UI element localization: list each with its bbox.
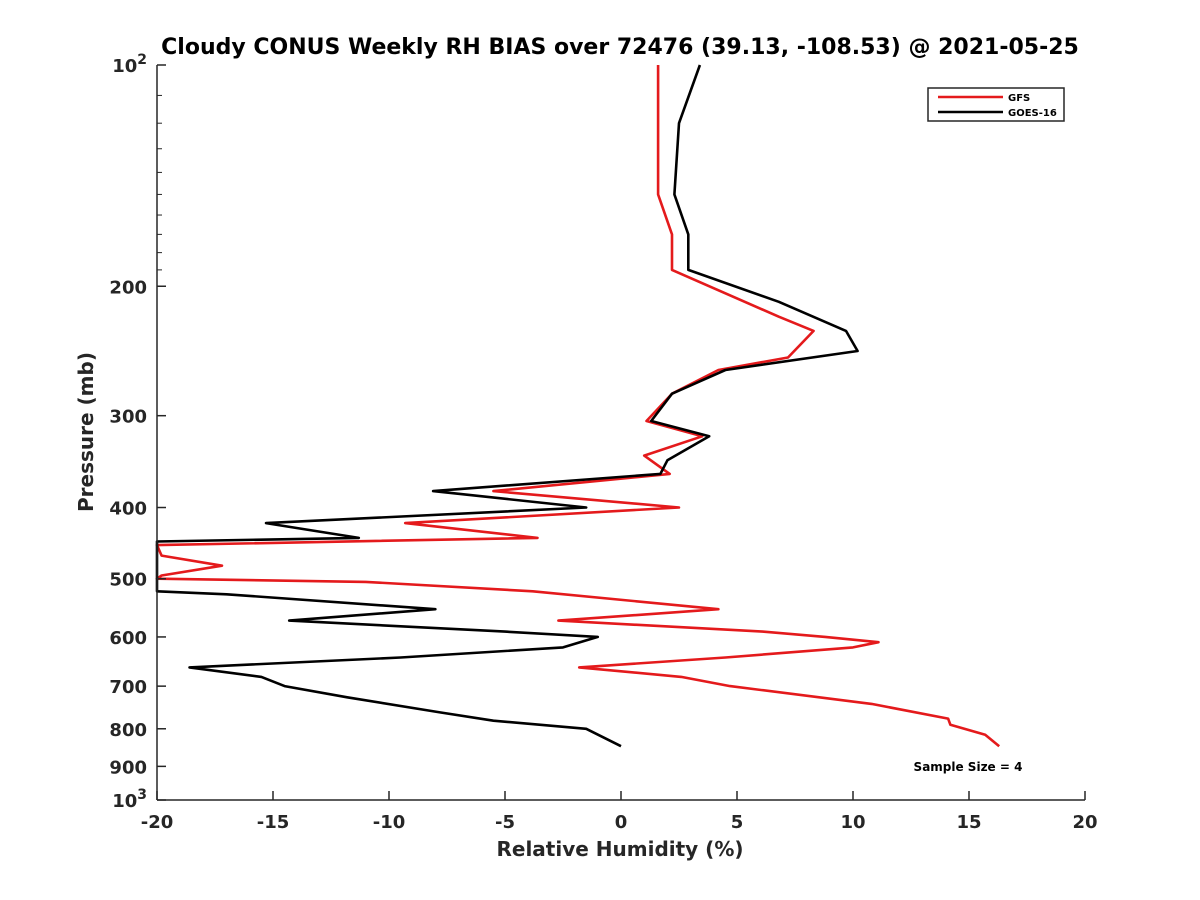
y-axis-label: Pressure (mb) <box>74 352 98 512</box>
x-axis-label: Relative Humidity (%) <box>496 837 743 861</box>
y-tick-label: 102 <box>112 52 147 77</box>
x-tick-label: 0 <box>615 812 628 833</box>
legend-label: GOES-16 <box>1008 108 1057 119</box>
y-tick-label: 200 <box>109 277 147 298</box>
chart-title: Cloudy CONUS Weekly RH BIAS over 72476 (… <box>161 35 1079 60</box>
x-tick-label: -15 <box>257 812 290 833</box>
y-tick-label: 400 <box>109 499 147 520</box>
y-tick-label: 900 <box>109 757 147 778</box>
x-axis: -20 -15 -10 -5 0 5 10 15 20 <box>141 791 1098 833</box>
legend-label: GFS <box>1008 93 1030 104</box>
legend-box <box>927 87 1065 122</box>
x-tick-label: 5 <box>731 812 744 833</box>
y-tick-label: 800 <box>109 720 147 741</box>
y-tick-label: 500 <box>109 570 147 591</box>
x-tick-label: -10 <box>373 812 406 833</box>
x-tick-label: -5 <box>495 812 515 833</box>
y-tick-label: 103 <box>112 787 147 812</box>
y-tick-label: 300 <box>109 407 147 428</box>
series-layer <box>155 64 1001 748</box>
series-line-gfs <box>155 65 1001 748</box>
x-tick-label: 15 <box>956 812 981 833</box>
x-tick-label: 20 <box>1072 812 1097 833</box>
y-tick-label: 600 <box>109 628 147 649</box>
x-tick-label: -20 <box>141 812 174 833</box>
y-axis: 102 200 300 400 500 600 700 800 900 103 <box>109 52 166 812</box>
x-tick-label: 10 <box>840 812 865 833</box>
y-tick-label: 700 <box>109 677 147 698</box>
sample-size-annotation: Sample Size = 4 <box>914 760 1023 774</box>
series-line-goes-16 <box>155 64 859 748</box>
legend: GFS GOES-16 <box>927 87 1065 122</box>
